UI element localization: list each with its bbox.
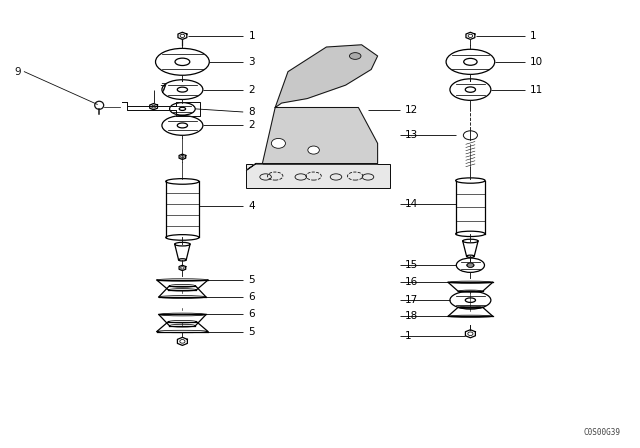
Text: 10: 10 [530, 57, 543, 67]
Polygon shape [275, 45, 378, 108]
Text: 12: 12 [405, 105, 419, 115]
Text: 2: 2 [248, 121, 255, 130]
Text: 14: 14 [405, 199, 419, 209]
Text: 2: 2 [248, 85, 255, 95]
Text: 6: 6 [248, 310, 255, 319]
Ellipse shape [467, 263, 474, 267]
Ellipse shape [308, 146, 319, 154]
Text: C0S00G39: C0S00G39 [584, 428, 621, 437]
Ellipse shape [349, 52, 361, 59]
Text: 1: 1 [248, 31, 255, 41]
Text: 5: 5 [248, 327, 255, 336]
Text: 1: 1 [530, 31, 536, 41]
Text: 7: 7 [160, 83, 166, 93]
Bar [246, 164, 390, 188]
Text: 4: 4 [248, 201, 255, 211]
Text: 13: 13 [405, 130, 419, 140]
Text: 6: 6 [248, 292, 255, 302]
Text: 7: 7 [159, 85, 165, 95]
Text: 5: 5 [248, 275, 255, 285]
Text: 11: 11 [530, 85, 543, 95]
Text: 3: 3 [248, 57, 255, 67]
Text: 8: 8 [248, 107, 255, 117]
Text: 9: 9 [14, 67, 20, 77]
Ellipse shape [271, 138, 285, 148]
Text: 18: 18 [405, 311, 419, 321]
Text: 16: 16 [405, 277, 419, 287]
Text: 15: 15 [405, 260, 419, 270]
Text: 17: 17 [405, 295, 419, 305]
Text: 1: 1 [405, 331, 412, 341]
Polygon shape [246, 108, 378, 170]
